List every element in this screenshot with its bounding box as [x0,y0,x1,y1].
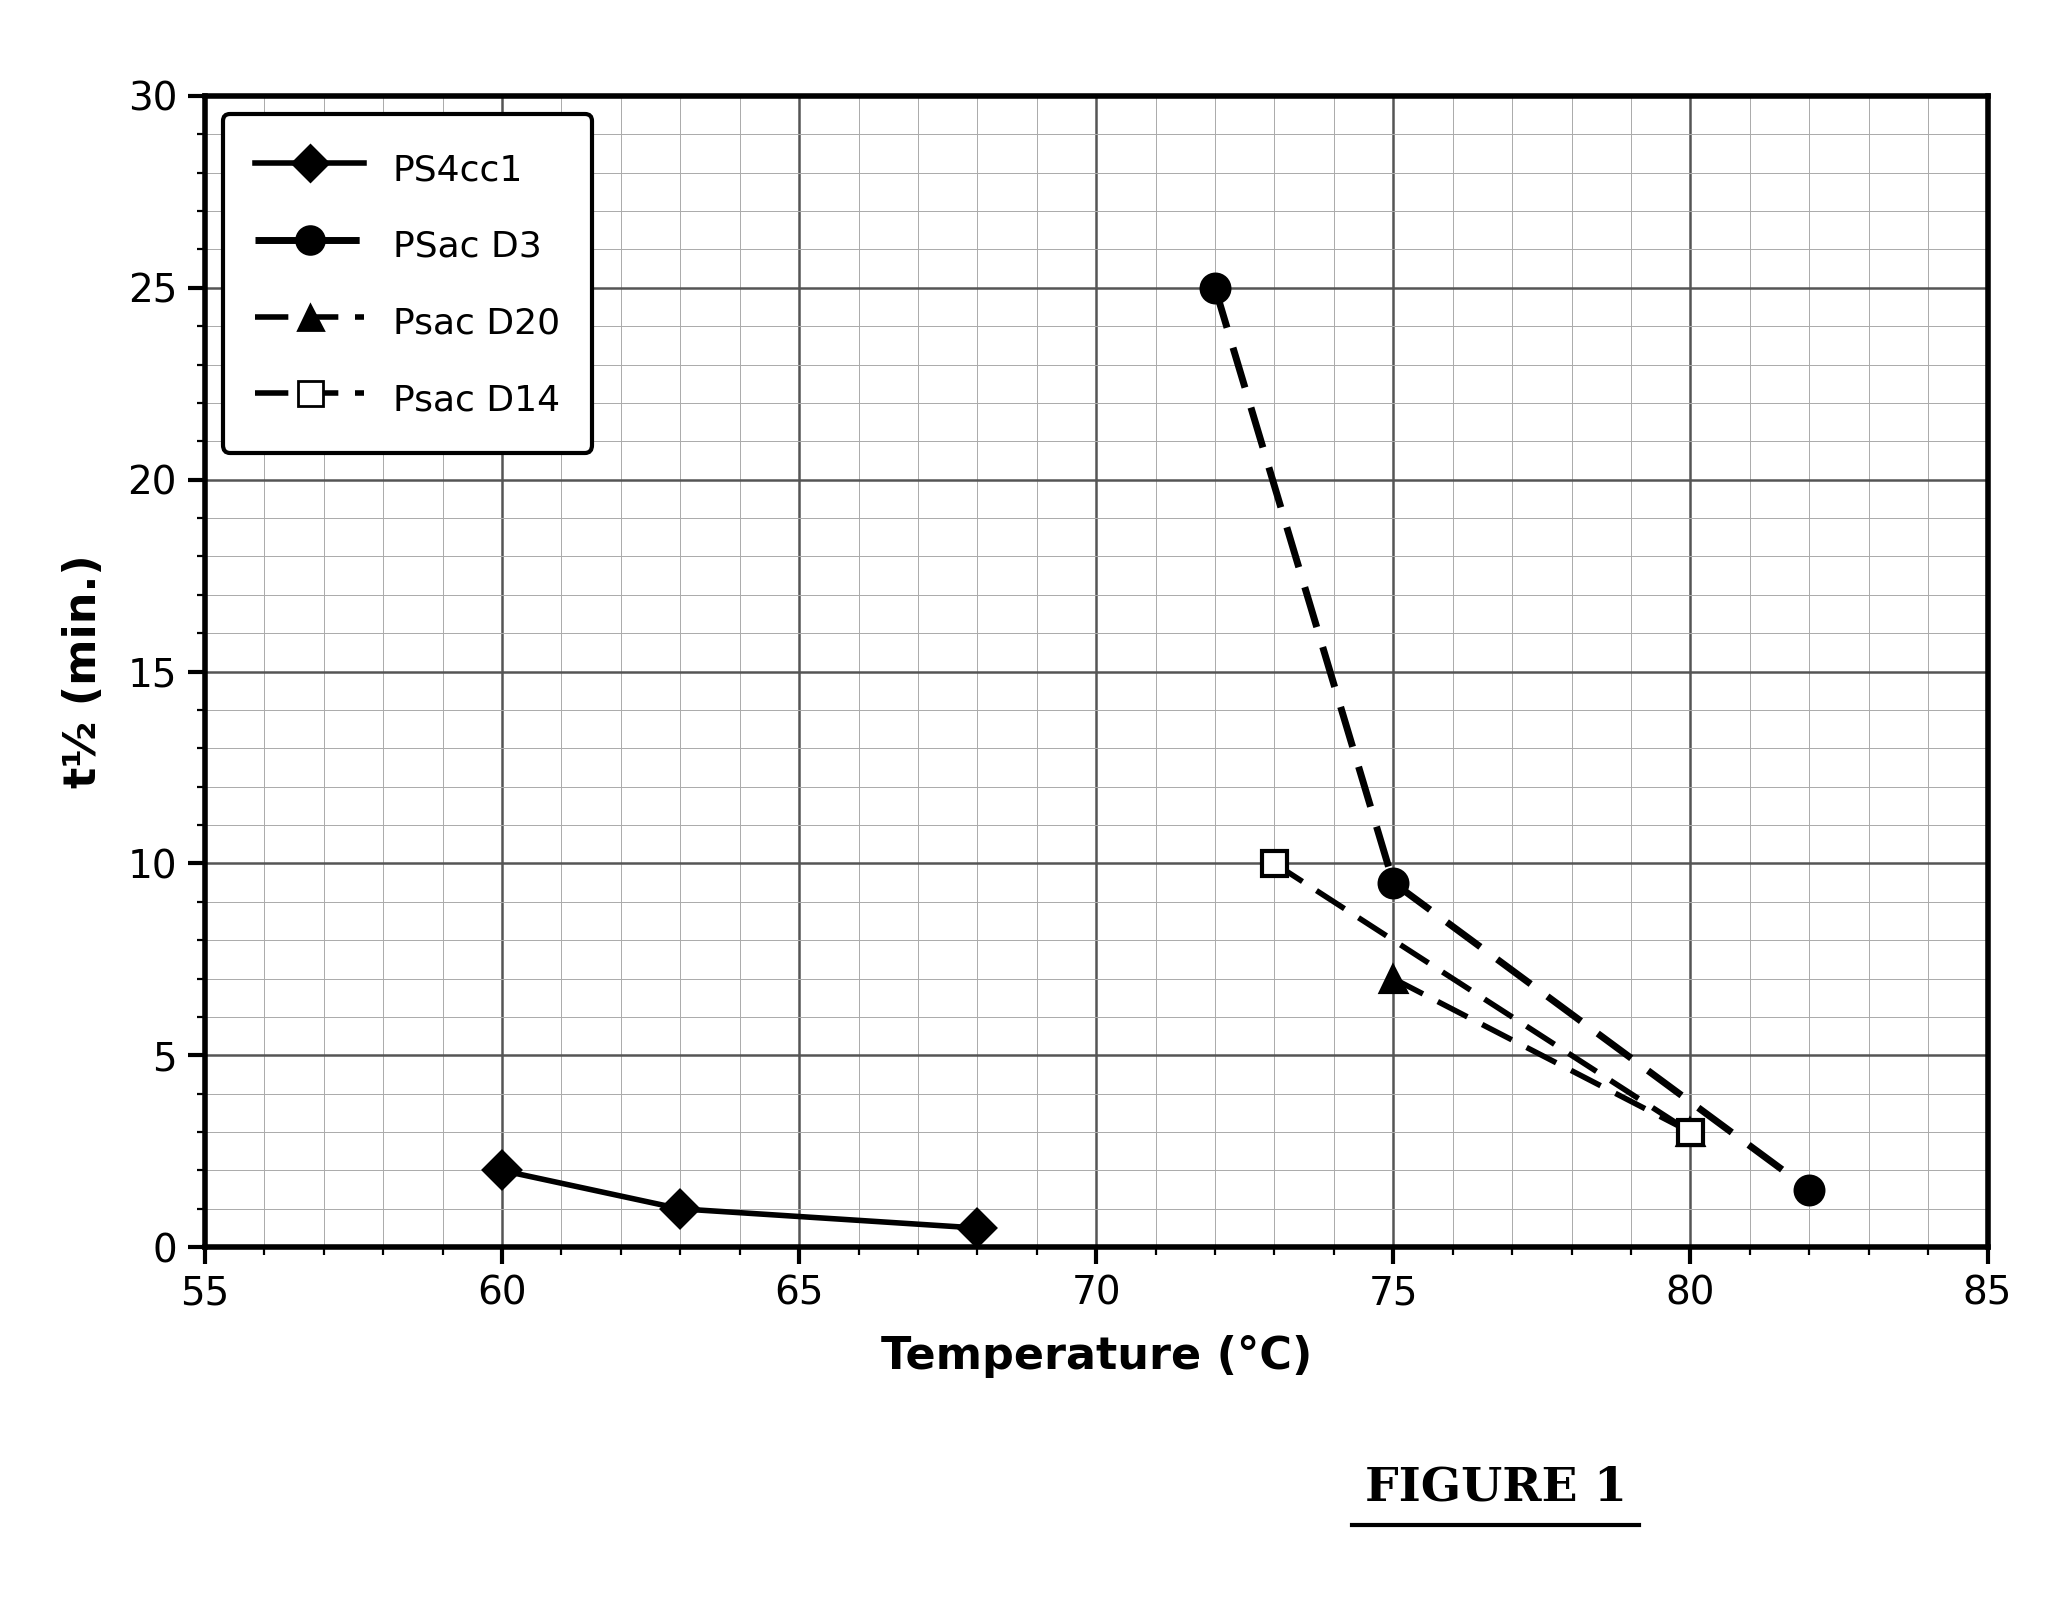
X-axis label: Temperature (°C): Temperature (°C) [881,1335,1311,1378]
Legend: PS4cc1, PSac D3, Psac D20, Psac D14: PS4cc1, PSac D3, Psac D20, Psac D14 [223,114,592,453]
Y-axis label: t½ (min.): t½ (min.) [61,555,104,788]
Text: FIGURE 1: FIGURE 1 [1365,1465,1627,1509]
